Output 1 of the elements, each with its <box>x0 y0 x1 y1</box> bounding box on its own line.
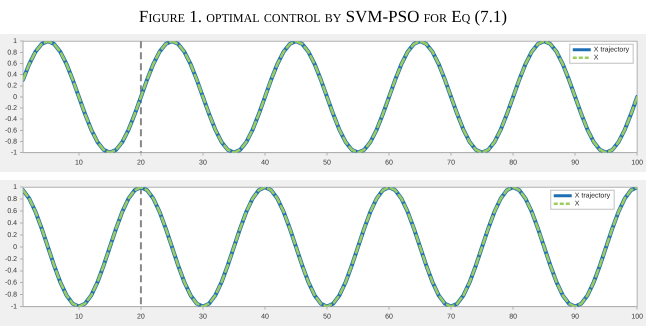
chart-title: Figure 1. optimal control by SVM-PSO for Eq (7.1) <box>138 6 508 28</box>
